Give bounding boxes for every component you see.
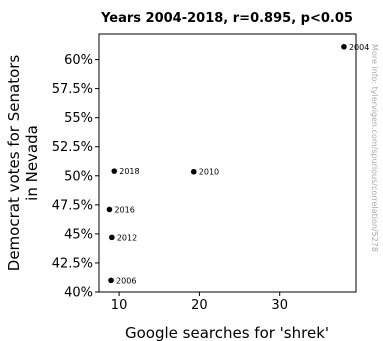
y-axis: 40% 42.5% 45% 47.5% 50% 52.5% 55% 57.5% 60% <box>52 53 99 301</box>
x-tick-label: 10 <box>111 298 128 313</box>
y-axis-label-line-2: in Nevada <box>23 125 41 201</box>
data-point-label: 2018 <box>119 167 139 176</box>
y-tick-label: 55% <box>64 111 93 126</box>
data-points: 2004 2006 2010 2012 2016 2018 <box>106 43 369 285</box>
data-point-label: 2006 <box>116 276 136 285</box>
x-tick-label: 30 <box>271 298 288 313</box>
y-axis-label: Democrat votes for Senatorsin Nevada <box>5 55 41 272</box>
y-tick-label: 47.5% <box>52 198 93 213</box>
x-axis: 10 20 30 <box>111 292 288 313</box>
y-axis-label-line-1: Democrat votes for Senators <box>5 55 23 272</box>
y-tick-label: 52.5% <box>52 140 93 155</box>
y-tick-label: 50% <box>64 169 93 184</box>
data-point-label: 2004 <box>349 43 369 52</box>
chart-title: Years 2004-2018, r=0.895, p<0.05 <box>100 11 353 26</box>
data-point-label: 2016 <box>114 205 134 214</box>
y-tick-label: 42.5% <box>52 256 93 271</box>
x-axis-label: Google searches for 'shrek' <box>125 324 329 341</box>
y-tick-label: 40% <box>64 286 93 301</box>
data-point-label: 2012 <box>117 233 137 242</box>
data-point <box>109 234 115 241</box>
plot-area <box>98 33 357 293</box>
y-tick-label: 45% <box>64 227 93 242</box>
data-point-label: 2010 <box>199 168 219 177</box>
watermark-text: More info: tylervigen.com/spurious/corre… <box>370 44 379 252</box>
y-tick-label: 57.5% <box>52 82 93 97</box>
x-tick-label: 20 <box>191 298 208 313</box>
data-point <box>341 43 347 50</box>
y-tick-label: 60% <box>64 53 93 68</box>
data-point <box>111 168 118 174</box>
data-point <box>106 206 113 213</box>
data-point <box>108 277 114 284</box>
data-point <box>190 168 197 175</box>
